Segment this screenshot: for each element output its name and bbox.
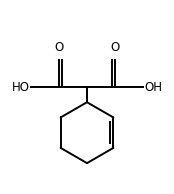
- Text: O: O: [110, 41, 120, 54]
- Text: OH: OH: [144, 81, 162, 94]
- Text: HO: HO: [12, 81, 30, 94]
- Text: O: O: [54, 41, 64, 54]
